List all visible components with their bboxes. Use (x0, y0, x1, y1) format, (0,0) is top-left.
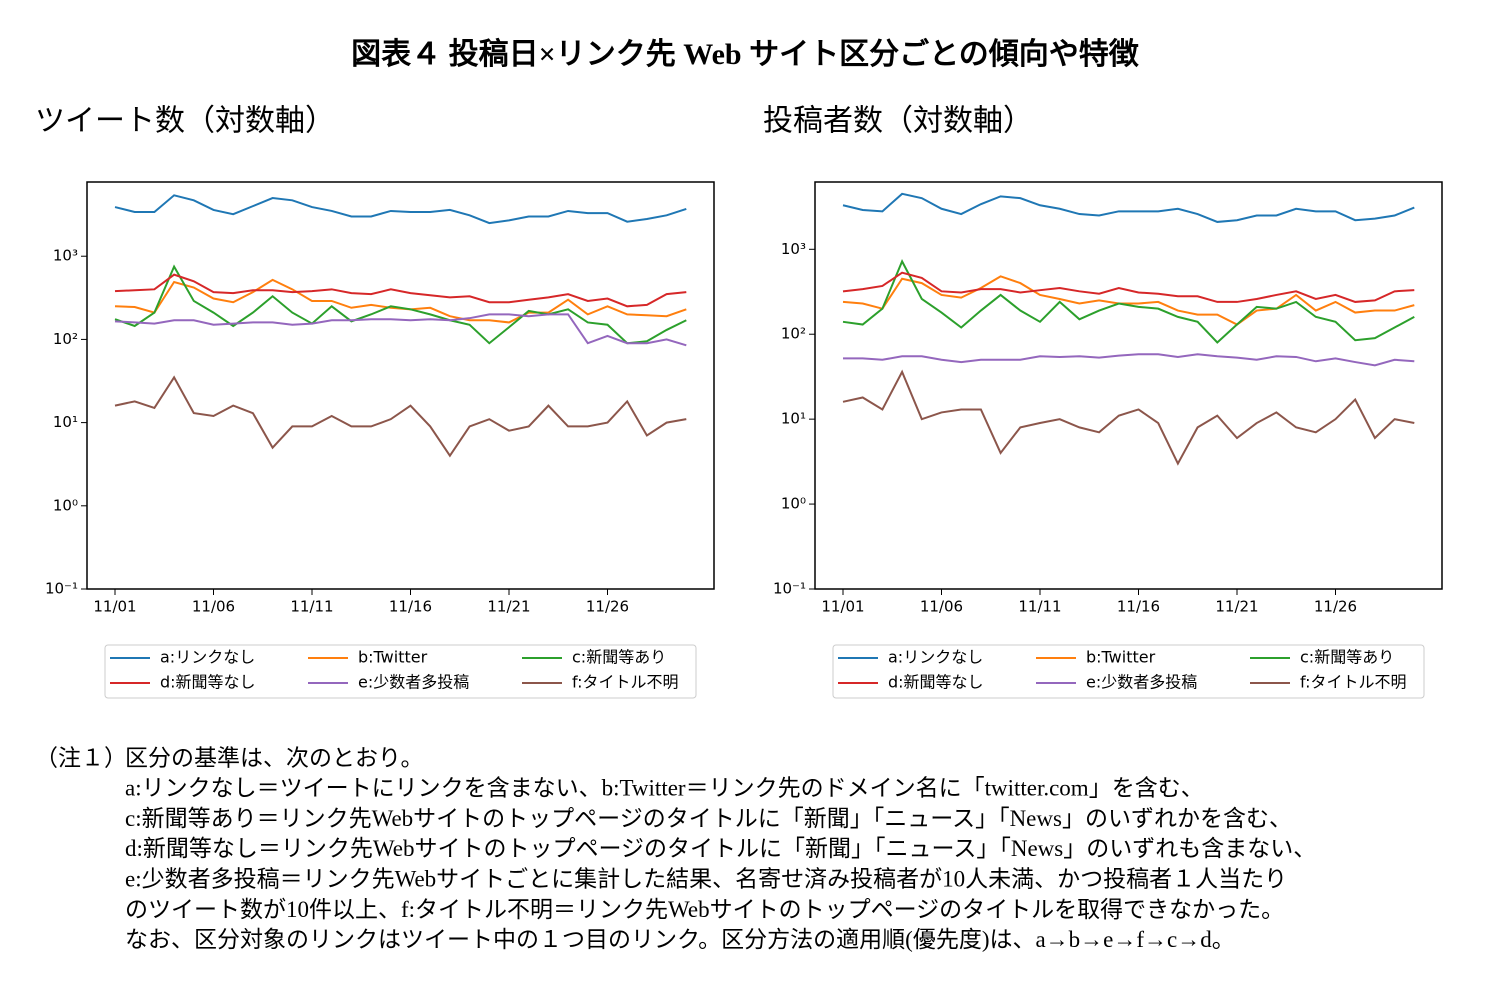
series-line (842, 192, 1415, 223)
x-tick-label: 11/21 (487, 598, 530, 616)
series-line (842, 275, 1415, 326)
series-line (842, 259, 1415, 344)
legend-label: d:新聞等なし (888, 673, 984, 692)
chart-title: 投稿者数（対数軸） (763, 104, 1033, 139)
series-line (842, 271, 1415, 303)
y-tick-label: 10³ (781, 240, 806, 258)
legend-label: b:Twitter (1086, 648, 1156, 667)
x-tick-label: 11/06 (920, 598, 963, 616)
y-tick-label: 10⁻¹ (773, 580, 806, 598)
x-tick-label: 11/21 (1215, 598, 1258, 616)
note-line: d:新聞等なし＝リンク先Webサイトのトップページのタイトルに「新聞」「ニュース… (125, 836, 1316, 861)
legend-label: b:Twitter (358, 648, 428, 667)
x-tick-label: 11/26 (586, 598, 629, 616)
y-tick-label: 10¹ (781, 410, 806, 428)
series-line (114, 273, 687, 308)
legend-label: f:タイトル不明 (1300, 673, 1406, 692)
y-tick-label: 10² (781, 325, 806, 343)
chart-title: ツイート数（対数軸） (35, 104, 335, 139)
note-line: 区分の基準は、次のとおり。 (125, 745, 424, 770)
note-line: のツイート数が10件以上、f:タイトル不明＝リンク先Webサイトのトップページの… (125, 897, 1284, 922)
legend-label: c:新聞等あり (572, 648, 666, 667)
x-tick-label: 11/26 (1314, 598, 1357, 616)
x-tick-label: 11/11 (1018, 598, 1061, 616)
plot-frame (814, 181, 1443, 590)
y-tick-label: 10² (53, 330, 78, 348)
y-tick-label: 10³ (53, 247, 78, 265)
series-line (114, 375, 687, 458)
y-tick-label: 10¹ (53, 413, 78, 431)
x-tick-label: 11/16 (1117, 598, 1160, 616)
legend-label: e:少数者多投稿 (358, 673, 469, 692)
plot-frame (86, 181, 715, 590)
legend-label: c:新聞等あり (1300, 648, 1394, 667)
series-line (842, 369, 1415, 466)
legend-label: d:新聞等なし (160, 673, 256, 692)
x-tick-label: 11/06 (192, 598, 235, 616)
series-line (843, 353, 1415, 367)
legend-label: e:少数者多投稿 (1086, 673, 1197, 692)
note-line: c:新聞等あり＝リンク先Webサイトのトップページのタイトルに「新聞」「ニュース… (125, 806, 1292, 831)
note-line: a:リンクなし＝ツイートにリンクを含まない、b:Twitter＝リンク先のドメイ… (125, 776, 1204, 801)
figure-title: 図表４ 投稿日×リンク先 Web サイト区分ごとの傾向や特徴 (351, 37, 1140, 71)
note-label: （注１） (35, 745, 127, 770)
note-line: なお、区分対象のリンクはツイート中の１つ目のリンク。区分方法の適用順(優先度)は… (125, 927, 1235, 952)
legend-label: a:リンクなし (160, 648, 255, 667)
y-tick-label: 10⁻¹ (45, 580, 78, 598)
x-tick-label: 11/01 (93, 598, 136, 616)
y-tick-label: 10⁰ (53, 496, 78, 514)
series-line (114, 264, 687, 345)
x-tick-label: 11/01 (821, 598, 864, 616)
legend-label: a:リンクなし (888, 648, 983, 667)
series-line (114, 194, 687, 225)
x-tick-label: 11/11 (290, 598, 333, 616)
legend-label: f:タイトル不明 (572, 673, 678, 692)
note-line: e:少数者多投稿＝リンク先Webサイトごとに集計した結果、名寄せ済み投稿者が10… (125, 866, 1287, 891)
series-line (114, 313, 687, 347)
y-tick-label: 10⁰ (781, 495, 806, 513)
x-tick-label: 11/16 (389, 598, 432, 616)
